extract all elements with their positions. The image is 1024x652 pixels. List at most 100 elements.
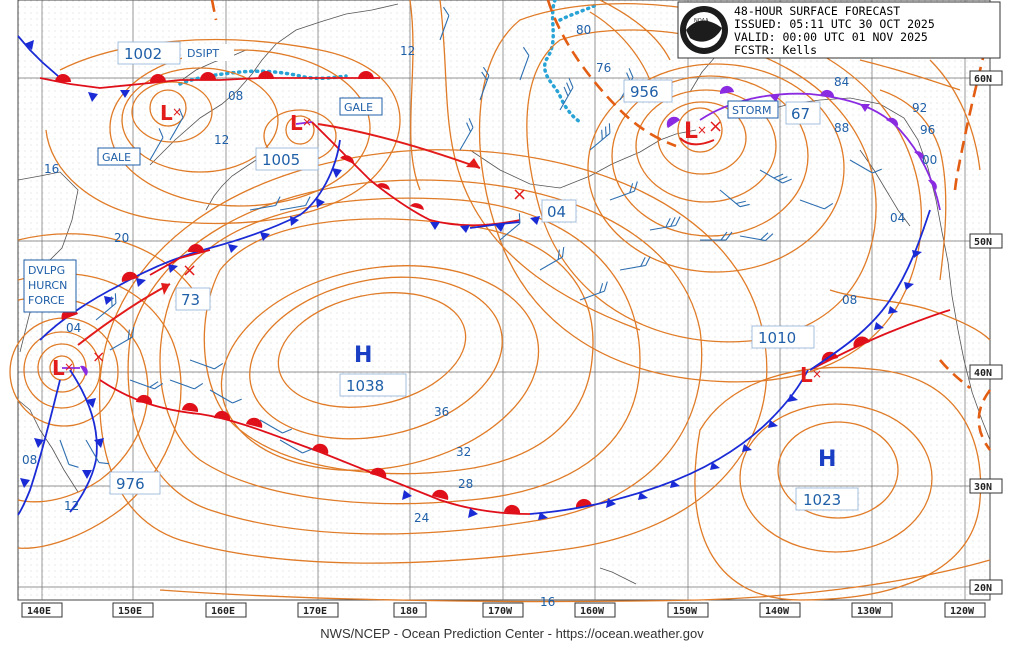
svg-text:140W: 140W: [765, 606, 790, 617]
svg-text:140E: 140E: [27, 606, 51, 617]
svg-text:L: L: [800, 363, 813, 387]
svg-text:×: ×: [812, 367, 822, 381]
lon-label: 170W: [482, 602, 524, 618]
svg-text:976: 976: [116, 475, 145, 493]
svg-text:40N: 40N: [974, 368, 992, 379]
svg-text:1005: 1005: [262, 151, 300, 169]
lon-label: 170E: [297, 602, 339, 618]
product-title: 48-HOUR SURFACE FORECAST: [734, 4, 900, 18]
svg-text:150E: 150E: [118, 606, 142, 617]
trough-lines: [210, 0, 992, 451]
isobar-label: 04: [66, 321, 81, 335]
svg-text:FORCE: FORCE: [28, 294, 65, 307]
isobar-label: 80: [576, 23, 591, 37]
warning-box-gale: GALE: [97, 147, 141, 166]
lon-label: 160W: [574, 602, 616, 618]
isobar-label: 16: [540, 595, 555, 609]
lon-label: 160E: [205, 602, 247, 618]
svg-text:GALE: GALE: [344, 101, 373, 114]
lon-label: 140E: [21, 602, 63, 618]
isobar-label: 08: [842, 293, 857, 307]
pressure-label: 73: [175, 287, 211, 311]
svg-text:1002: 1002: [124, 45, 162, 63]
svg-text:180: 180: [400, 606, 418, 617]
isobar-label: 84: [834, 75, 849, 89]
pressure-label: 1038: [339, 373, 407, 397]
fronts: [17, 35, 951, 520]
svg-text:67: 67: [791, 105, 810, 123]
low-pressure-symbol: L ×: [290, 111, 312, 135]
svg-text:STORM: STORM: [732, 104, 772, 117]
pressure-label: 67: [785, 101, 821, 125]
pressure-label: 1010: [751, 325, 815, 349]
svg-text:×: ×: [302, 115, 312, 129]
svg-text:GALE: GALE: [102, 151, 131, 164]
svg-text:20N: 20N: [974, 583, 992, 594]
svg-text:170E: 170E: [303, 606, 327, 617]
svg-text:73: 73: [181, 291, 200, 309]
low-pressure-symbol: L × ×: [52, 347, 105, 380]
lon-label: 180: [393, 602, 427, 618]
lon-label: 120W: [944, 602, 986, 618]
svg-text:L: L: [160, 101, 173, 125]
forecast-position-marker: ×: [512, 184, 527, 205]
isobar-label: 20: [114, 231, 129, 245]
isobar-label: 96: [920, 123, 935, 137]
svg-text:×: ×: [92, 347, 105, 366]
warning-box-gale: GALE: [339, 97, 383, 116]
pressure-label: 956: [623, 79, 673, 103]
lat-label: 50N: [969, 233, 1003, 249]
svg-text:×: ×: [708, 116, 723, 137]
svg-text:L: L: [684, 119, 698, 144]
svg-text:L: L: [52, 356, 65, 380]
isobar-label: 04: [890, 211, 905, 225]
low-pressure-symbol: L × ×: [684, 116, 723, 144]
svg-text:60N: 60N: [974, 74, 992, 85]
low-pressure-symbol: L ×: [800, 363, 822, 387]
pressure-label: 04: [541, 199, 577, 223]
wind-barbs: [59, 6, 882, 468]
svg-text:L: L: [290, 111, 303, 135]
isobar-label: 08: [22, 453, 37, 467]
isobar-label: 92: [912, 101, 927, 115]
low-pressure-symbol: L ×: [160, 101, 182, 125]
isobar-label: 12: [400, 44, 415, 58]
footer-credit: NWS/NCEP - Ocean Prediction Center - htt…: [320, 626, 704, 641]
svg-text:150W: 150W: [673, 606, 698, 617]
isobar-label: 24: [414, 511, 429, 525]
svg-text:HURCN: HURCN: [28, 279, 67, 292]
svg-text:30N: 30N: [974, 482, 992, 493]
svg-text:956: 956: [630, 83, 659, 101]
high-pressure-symbol: H: [354, 343, 372, 368]
svg-text:50N: 50N: [974, 237, 992, 248]
isobar-labels: 12 80 76 84 92 88 96 00 04 08 08 12 16 2…: [22, 23, 937, 609]
pressure-values: 1038 1023 1002 1005 956 976 1010 73: [109, 41, 859, 511]
lon-label: 150W: [667, 602, 709, 618]
svg-text:160W: 160W: [580, 606, 605, 617]
pressure-label: 1005: [255, 147, 319, 171]
isobar-label: 88: [834, 121, 849, 135]
lon-label: 130W: [851, 602, 893, 618]
graticule: [18, 0, 990, 600]
lon-label: 150E: [112, 602, 154, 618]
isobar-label: 00: [922, 153, 937, 167]
pressure-label: 976: [109, 471, 161, 495]
lat-label: 40N: [969, 364, 1003, 380]
pressure-symbols: H H L × L × L × × L × × L × × ×: [52, 101, 836, 472]
svg-text:1010: 1010: [758, 329, 796, 347]
svg-text:1038: 1038: [346, 377, 384, 395]
isobar-label: 76: [596, 61, 611, 75]
issued-time: ISSUED: 05:11 UTC 30 OCT 2025: [734, 17, 935, 31]
svg-text:1023: 1023: [803, 491, 841, 509]
svg-text:DSIPT: DSIPT: [187, 47, 219, 60]
valid-time: VALID: 00:00 UTC 01 NOV 2025: [734, 30, 928, 44]
isobar-label: 32: [456, 445, 471, 459]
storm-tracks: [77, 123, 715, 346]
pressure-label: 1023: [795, 487, 859, 511]
svg-text:×: ×: [172, 105, 182, 119]
warning-box-dsipt: DSIPT: [182, 44, 234, 61]
isobar-label: 12: [64, 499, 79, 513]
lat-label: 60N: [969, 70, 1003, 86]
lat-label: 30N: [969, 478, 1003, 494]
